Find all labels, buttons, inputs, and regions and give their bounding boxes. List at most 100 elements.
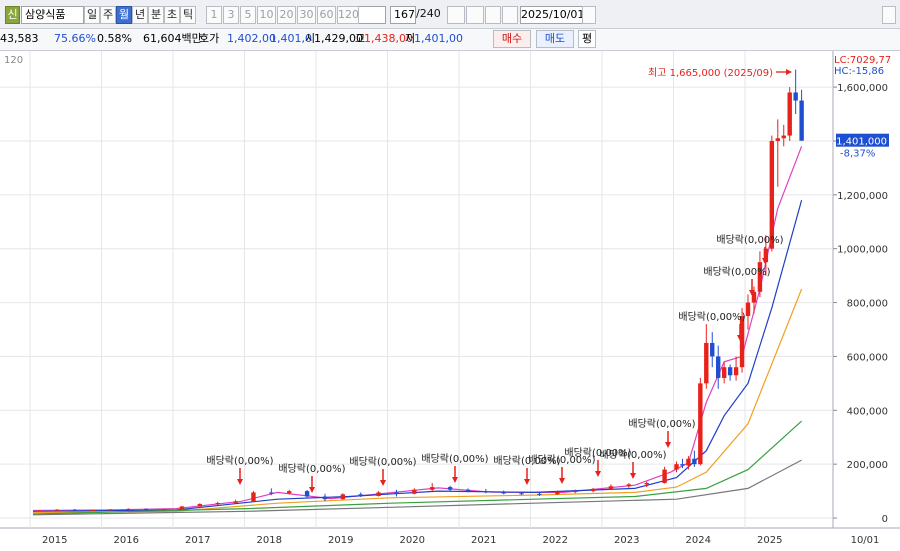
period-button[interactable]: 틱	[180, 6, 196, 24]
period-button[interactable]: 초	[164, 6, 180, 24]
candle-body	[465, 489, 471, 492]
y-tick-label: 0	[882, 514, 888, 525]
candle-body	[763, 248, 769, 263]
candle-body	[710, 342, 715, 357]
interval-button[interactable]: 60	[317, 6, 336, 24]
interval-button[interactable]: 1	[206, 6, 222, 24]
candle-body	[394, 492, 399, 494]
x-tick-label: 2021	[471, 535, 496, 546]
dividend-label: 배당락(0,00%)	[703, 266, 770, 278]
interval-button[interactable]: 120	[337, 6, 359, 24]
ratio: 75.66%	[54, 32, 96, 45]
candle-body	[161, 509, 167, 511]
dividend-arrowhead	[630, 473, 636, 479]
period-button[interactable]: 월	[116, 6, 132, 24]
candle-body	[304, 491, 310, 497]
candle-body	[340, 494, 346, 500]
candle-body	[430, 487, 435, 490]
candle-body	[775, 138, 780, 141]
info-bar: 43,583 75.66% 0.58% 61,604백만 호가 1,402,00…	[0, 29, 900, 51]
dividend-arrowhead	[524, 479, 530, 485]
price-label: 1,401,000	[836, 137, 887, 148]
price-box	[836, 133, 889, 147]
high-arrowhead	[786, 69, 792, 75]
max-count: /240	[416, 7, 441, 20]
tool-icon[interactable]	[466, 6, 484, 24]
period-label: 120	[4, 55, 23, 66]
dividend-arrowhead	[380, 480, 386, 486]
dividend-arrowhead	[595, 471, 601, 477]
x-tick-label: 2017	[185, 535, 210, 546]
high-note: 최고 1,665,000 (2025/09)	[648, 67, 773, 79]
candle-body	[90, 509, 95, 511]
candle-body	[721, 367, 727, 378]
candle-body	[757, 262, 763, 292]
period-button[interactable]: 주	[100, 6, 116, 24]
window-button[interactable]	[882, 6, 896, 24]
candle-body	[733, 367, 739, 376]
date-input[interactable]: 2025/10/01	[520, 6, 584, 24]
candle-body	[626, 484, 632, 487]
x-tick-label: 10/01	[851, 535, 880, 546]
candle-body	[501, 492, 506, 494]
candle-body	[108, 509, 113, 511]
candle-body	[692, 458, 697, 465]
dividend-label: 배당락(0,00%)	[278, 463, 345, 475]
interval-button[interactable]: 5	[240, 6, 256, 24]
period-button[interactable]: 분	[148, 6, 164, 24]
dividend-label: 배당락(0,00%)	[564, 447, 631, 459]
candle-body	[269, 492, 274, 494]
candle-body	[197, 504, 203, 507]
candle-body	[126, 508, 131, 510]
candle-body	[769, 140, 775, 249]
sell-button[interactable]: 매도	[536, 30, 574, 48]
candle-body	[793, 92, 798, 101]
tool-icon[interactable]	[447, 6, 465, 24]
y-tick-label: 600,000	[847, 352, 888, 363]
dividend-arrowhead	[559, 478, 565, 484]
interval-button[interactable]: 20	[277, 6, 296, 24]
dividend-label: 배당락(0,00%)	[493, 455, 560, 467]
candle-body	[376, 492, 381, 496]
moving-average	[32, 420, 803, 515]
x-tick-label: 2024	[686, 535, 711, 546]
candle-body	[215, 502, 220, 505]
candle-body	[698, 383, 703, 465]
y-tick-label: 1,200,000	[837, 191, 888, 202]
candle-body	[555, 491, 560, 495]
buy-button[interactable]: 매수	[493, 30, 531, 48]
tool-icon[interactable]	[485, 6, 501, 24]
candle-body	[799, 100, 804, 141]
dividend-arrowhead	[309, 487, 315, 493]
x-tick-label: 2016	[114, 535, 139, 546]
candle-body	[781, 135, 786, 139]
interval-button[interactable]: 3	[223, 6, 239, 24]
period-button[interactable]: 일	[84, 6, 100, 24]
stock-name[interactable]: 삼양식품	[21, 6, 84, 24]
stock-badge[interactable]: 신	[5, 6, 20, 24]
calendar-button[interactable]	[582, 6, 596, 24]
tool-icon[interactable]	[502, 6, 518, 24]
dividend-label: 배당락(0,00%)	[678, 311, 745, 323]
dividend-label: 배당락(0,00%)	[716, 234, 783, 246]
volume: 43,583	[0, 32, 39, 45]
candle-body	[144, 508, 149, 510]
high: 1,438,00	[364, 32, 413, 45]
candle-body	[179, 506, 185, 510]
interval-button[interactable]: 30	[297, 6, 316, 24]
candle-body	[36, 510, 42, 512]
count-input[interactable]: 167	[390, 6, 416, 24]
period-button[interactable]: 년	[132, 6, 148, 24]
avg-button[interactable]: 평	[578, 30, 596, 48]
low: 1,401,00	[414, 32, 463, 45]
interval-button[interactable]: 10	[257, 6, 276, 24]
candle-body	[233, 501, 238, 503]
dividend-arrowhead	[749, 290, 755, 296]
candle-body	[358, 494, 363, 496]
x-tick-label: 2019	[328, 535, 353, 546]
candle-body	[751, 291, 757, 303]
candle-body	[674, 464, 679, 470]
y-tick-label: 1,600,000	[837, 83, 888, 94]
dividend-label: 배당락(0,00%)	[599, 449, 666, 461]
